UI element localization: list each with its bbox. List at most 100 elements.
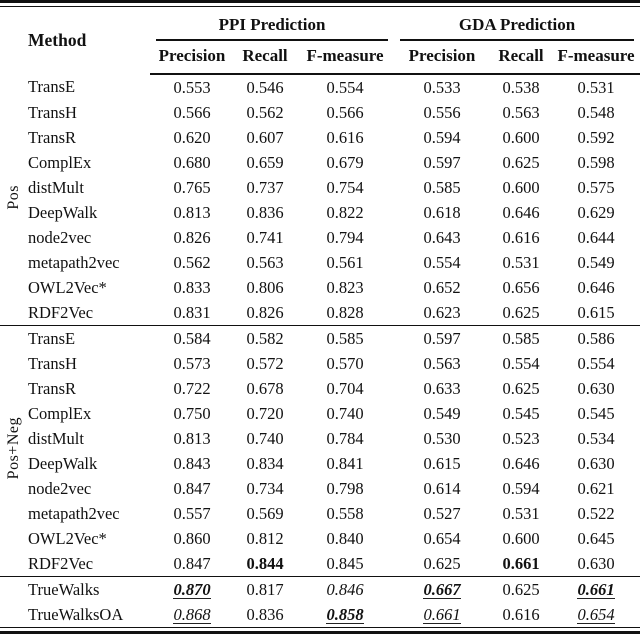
value-cell: 0.846 — [296, 576, 395, 602]
value-cell: 0.598 — [577, 152, 615, 172]
value-cell: 0.847 — [173, 478, 211, 498]
value-cell: 0.554 — [502, 353, 540, 373]
value-cell: 0.654 — [423, 528, 461, 548]
value-cell: 0.569 — [246, 503, 284, 523]
value-cell: 0.645 — [577, 528, 615, 548]
table-row: TransR 0.620 0.607 0.616 0.594 0.600 0.5… — [0, 125, 640, 150]
table-row: ComplEx 0.750 0.720 0.740 0.549 0.545 0.… — [0, 401, 640, 426]
value-cell: 0.614 — [423, 478, 461, 498]
value-cell: 0.545 — [577, 403, 615, 423]
value-cell: 0.562 — [173, 252, 211, 272]
ppi-precision-header: Precision — [150, 41, 235, 75]
value-cell: 0.538 — [502, 77, 540, 97]
section-pos-neg: Pos+Neg TransE 0.584 0.582 0.585 0.597 0… — [0, 325, 640, 577]
section-truewalks: TrueWalks 0.870 0.817 0.846 0.667 0.625 … — [0, 576, 640, 627]
value-cell: 0.840 — [326, 528, 364, 548]
value-cell: 0.530 — [423, 428, 461, 448]
value-cell: 0.644 — [577, 227, 615, 247]
value-cell: 0.531 — [577, 77, 615, 97]
value-cell: 0.570 — [326, 353, 364, 373]
value-cell: 0.661 — [423, 604, 461, 624]
value-cell: 0.656 — [502, 277, 540, 297]
table-row: metapath2vec 0.557 0.569 0.558 0.527 0.5… — [0, 501, 640, 526]
method-cell: OWL2Vec* — [28, 528, 107, 548]
value-cell: 0.597 — [394, 325, 491, 351]
section-label-pos: Pos — [5, 184, 22, 210]
ppi-recall-header: Recall — [234, 41, 297, 75]
table-row: TransR 0.722 0.678 0.704 0.633 0.625 0.6… — [0, 376, 640, 401]
value-cell: 0.534 — [577, 428, 615, 448]
value-cell: 0.845 — [326, 553, 364, 573]
value-cell: 0.784 — [326, 428, 364, 448]
gda-precision-header: Precision — [394, 41, 491, 75]
value-cell: 0.561 — [326, 252, 364, 272]
value-cell: 0.836 — [246, 604, 284, 624]
value-cell: 0.633 — [423, 378, 461, 398]
value-cell: 0.646 — [577, 277, 615, 297]
value-cell: 0.573 — [173, 353, 211, 373]
value-cell: 0.843 — [173, 453, 211, 473]
value-cell: 0.844 — [246, 553, 284, 573]
value-cell: 0.822 — [326, 202, 364, 222]
method-cell: distMult — [28, 428, 84, 448]
value-cell: 0.841 — [326, 453, 364, 473]
value-cell: 0.828 — [326, 302, 364, 322]
value-cell: 0.625 — [423, 553, 461, 573]
method-cell: OWL2Vec* — [28, 277, 107, 297]
value-cell: 0.720 — [246, 403, 284, 423]
method-cell: metapath2vec — [28, 252, 120, 272]
table-row: TrueWalksOA 0.868 0.836 0.858 0.661 0.61… — [0, 602, 640, 627]
value-cell: 0.554 — [577, 353, 615, 373]
value-cell: 0.566 — [326, 102, 364, 122]
value-cell: 0.826 — [246, 302, 284, 322]
value-cell: 0.575 — [577, 177, 615, 197]
value-cell: 0.858 — [326, 604, 364, 624]
value-cell: 0.566 — [173, 102, 211, 122]
value-cell: 0.615 — [423, 453, 461, 473]
method-cell: metapath2vec — [28, 503, 120, 523]
value-cell: 0.600 — [502, 177, 540, 197]
value-cell: 0.737 — [246, 177, 284, 197]
value-cell: 0.754 — [326, 177, 364, 197]
value-cell: 0.847 — [173, 553, 211, 573]
value-cell: 0.625 — [502, 302, 540, 322]
value-cell: 0.678 — [246, 378, 284, 398]
value-cell: 0.556 — [423, 102, 461, 122]
value-cell: 0.607 — [246, 127, 284, 147]
table-row: node2vec 0.826 0.741 0.794 0.643 0.616 0… — [0, 225, 640, 250]
value-cell: 0.563 — [423, 353, 461, 373]
value-cell: 0.741 — [246, 227, 284, 247]
table-row: distMult 0.765 0.737 0.754 0.585 0.600 0… — [0, 175, 640, 200]
value-cell: 0.806 — [246, 277, 284, 297]
value-cell: 0.531 — [502, 503, 540, 523]
value-cell: 0.813 — [173, 428, 211, 448]
value-cell: 0.548 — [577, 102, 615, 122]
value-cell: 0.615 — [577, 302, 615, 322]
value-cell: 0.659 — [246, 152, 284, 172]
table-row: Pos+Neg TransE 0.584 0.582 0.585 0.597 0… — [0, 325, 640, 577]
value-cell: 0.594 — [423, 127, 461, 147]
value-cell: 0.680 — [173, 152, 211, 172]
table-row: node2vec 0.847 0.734 0.798 0.614 0.594 0… — [0, 476, 640, 501]
method-cell: TransE — [28, 325, 151, 351]
value-cell: 0.798 — [326, 478, 364, 498]
value-cell: 0.585 — [490, 325, 553, 351]
value-cell: 0.616 — [502, 604, 540, 624]
value-cell: 0.554 — [326, 77, 364, 97]
section-label-posneg: Pos+Neg — [0, 325, 28, 577]
results-table: Method PPI Prediction GDA Prediction Pre… — [0, 7, 640, 627]
value-cell: 0.623 — [423, 302, 461, 322]
value-cell: 0.813 — [173, 202, 211, 222]
value-cell: 0.523 — [502, 428, 540, 448]
method-cell: ComplEx — [28, 152, 92, 172]
value-cell: 0.679 — [326, 152, 364, 172]
value-cell: 0.765 — [173, 177, 211, 197]
value-cell: 0.549 — [577, 252, 615, 272]
value-cell: 0.616 — [326, 127, 364, 147]
value-cell: 0.592 — [577, 127, 615, 147]
value-cell: 0.553 — [173, 77, 211, 97]
value-cell: 0.860 — [173, 528, 211, 548]
value-cell: 0.620 — [173, 127, 211, 147]
value-cell: 0.661 — [552, 576, 640, 602]
